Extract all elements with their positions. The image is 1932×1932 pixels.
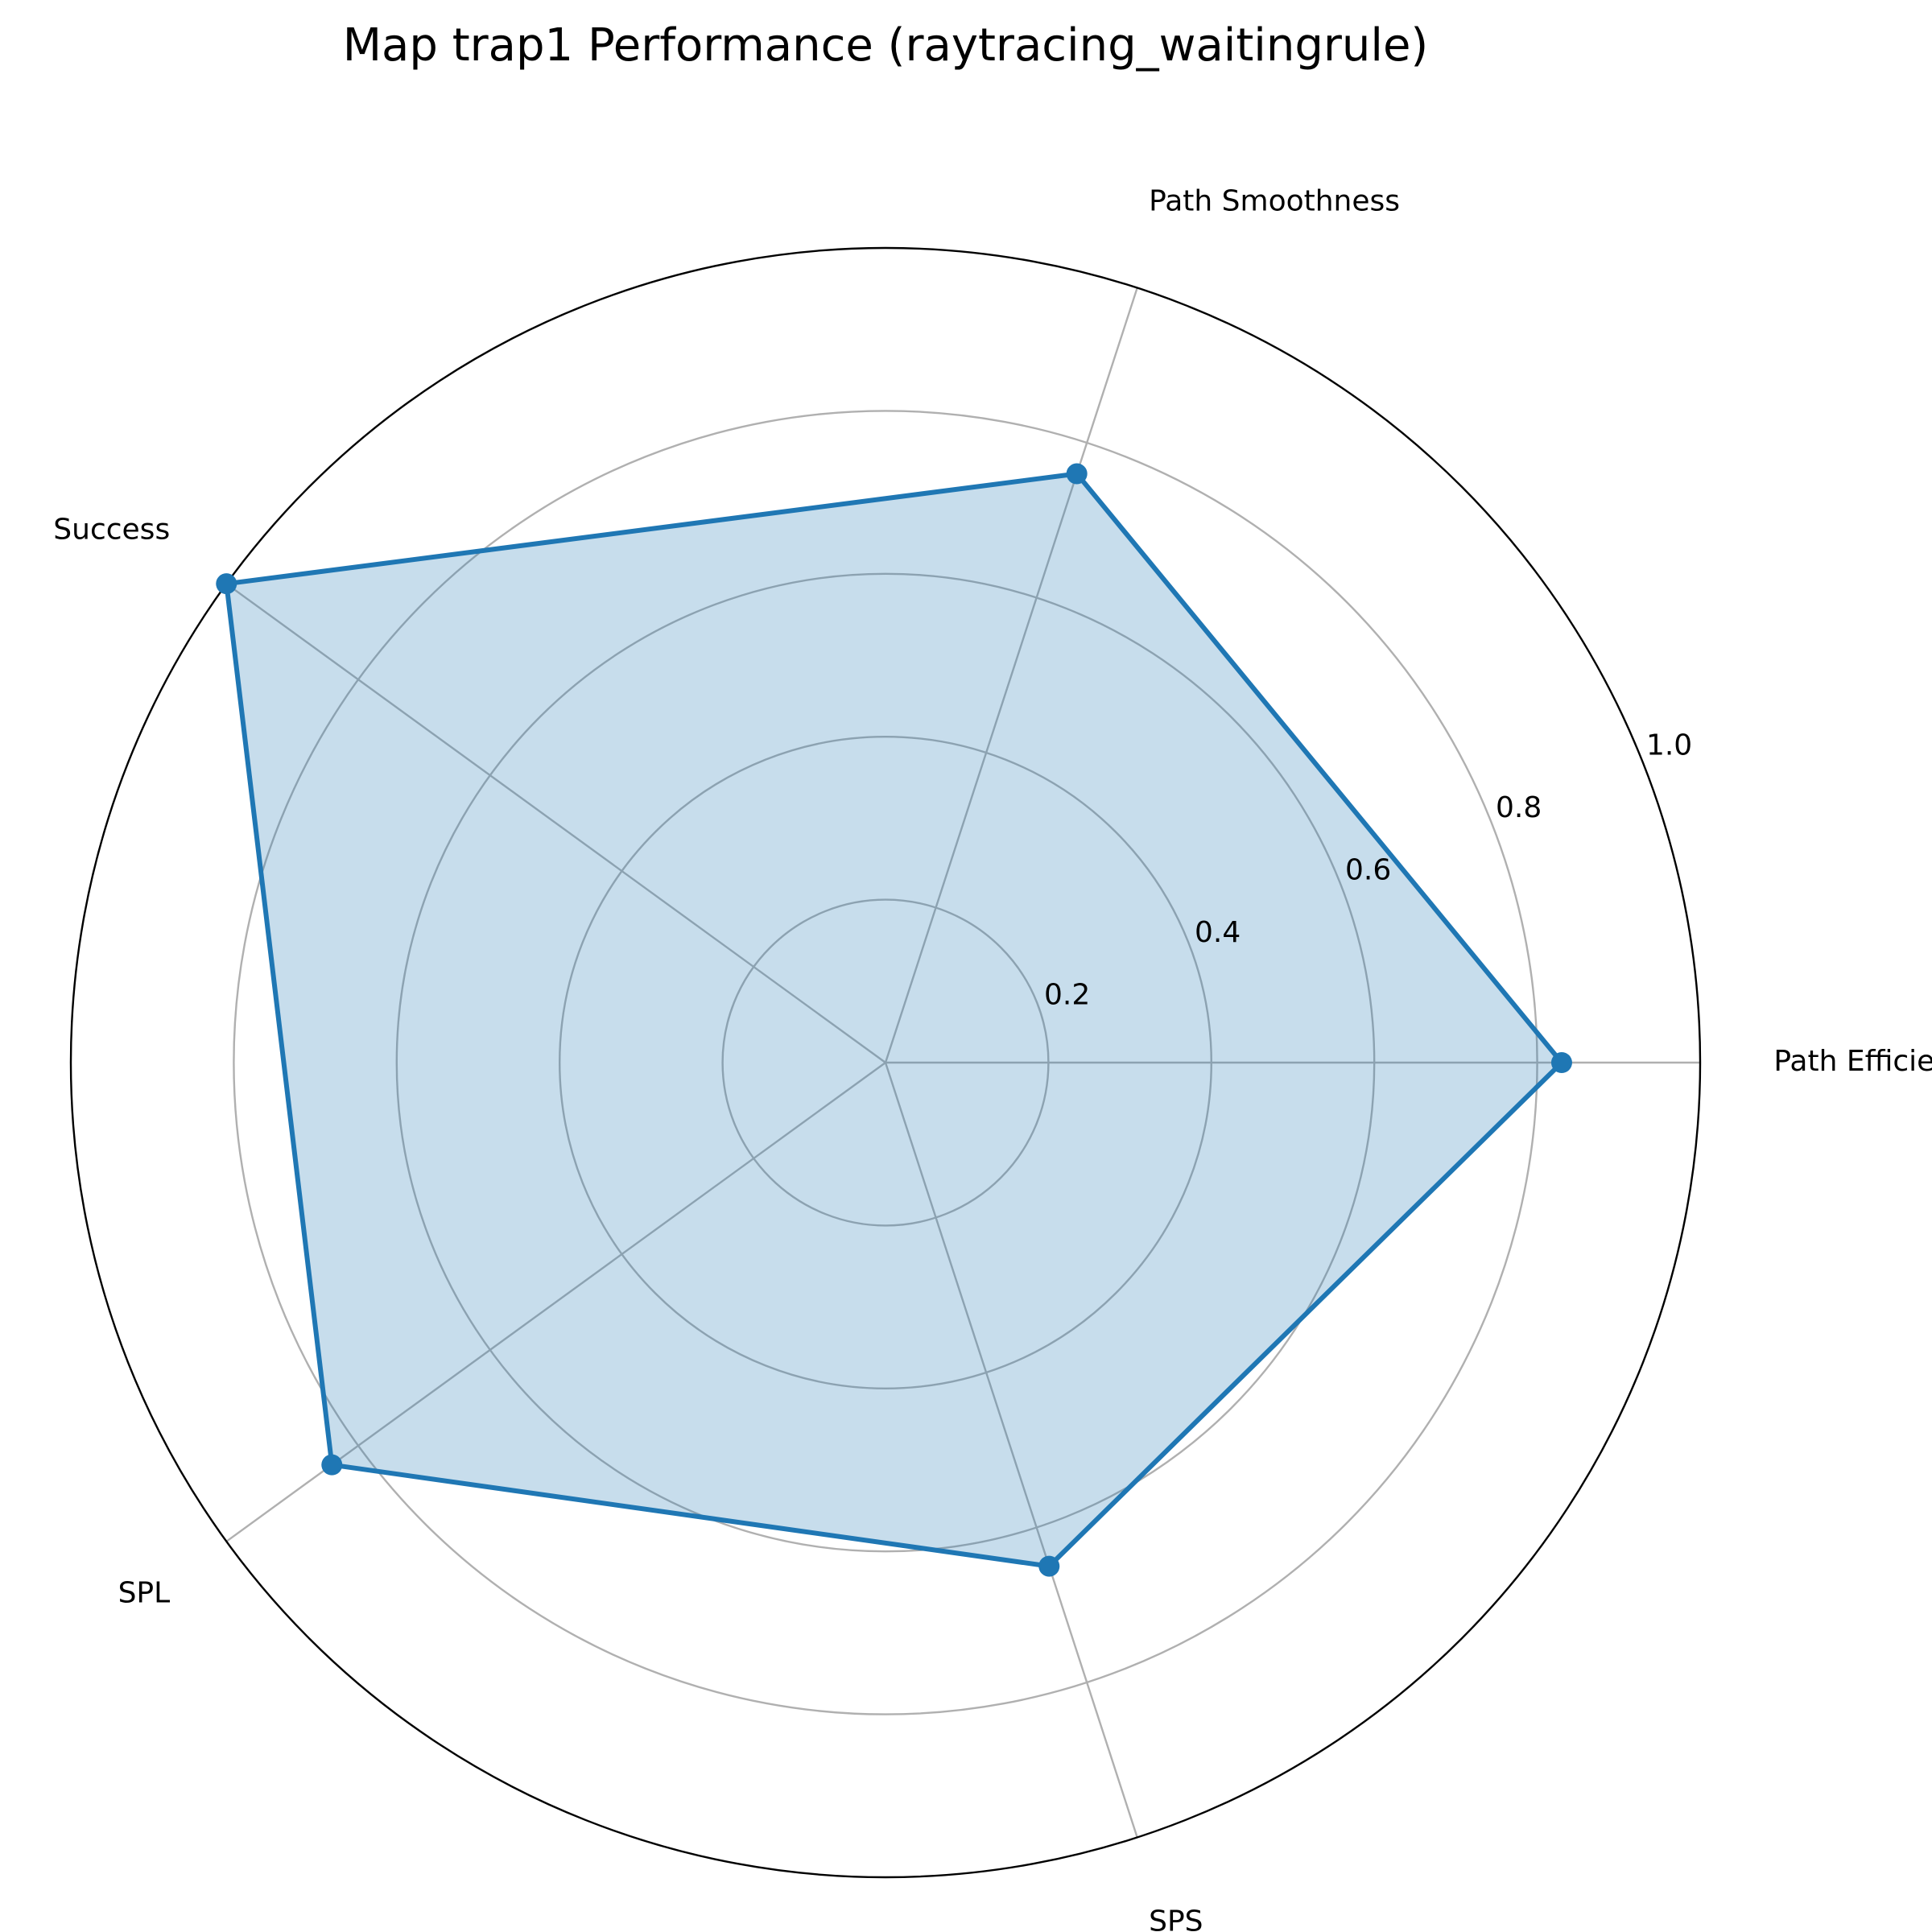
r-tick-label: 0.2: [1044, 979, 1090, 1012]
category-label: SPL: [118, 1576, 171, 1609]
r-tick-label: 0.4: [1195, 916, 1241, 949]
data-point: [1550, 1052, 1572, 1073]
data-point: [321, 1454, 343, 1476]
data-point: [1038, 1555, 1060, 1577]
series-line: [224, 471, 1564, 1569]
spoke-line: [884, 1062, 1138, 1838]
category-label: Success: [53, 514, 170, 547]
r-tick-label: 0.8: [1496, 791, 1542, 824]
chart-title: Map trap1 Performance (raytracing_waitin…: [343, 19, 1429, 72]
outer-frame: [69, 246, 1702, 1879]
r-tick-label: 0.6: [1345, 854, 1391, 887]
spoke-line: [225, 583, 886, 1063]
axis-labels: 0.2 0.4 0.6 0.8 1.0 Path Efficiency Path Smoot…: [53, 185, 1932, 1932]
category-label: Path Efficiency: [1773, 1045, 1932, 1078]
spoke-line: [884, 287, 1138, 1063]
data-point: [216, 573, 237, 595]
grid: [69, 246, 1702, 1879]
series-area: [226, 473, 1562, 1567]
category-label: SPS: [1149, 1905, 1203, 1932]
series: [216, 463, 1572, 1577]
r-tick-label: 1.0: [1646, 729, 1692, 762]
data-point: [1066, 463, 1088, 485]
category-label: Path Smoothness: [1149, 185, 1400, 218]
